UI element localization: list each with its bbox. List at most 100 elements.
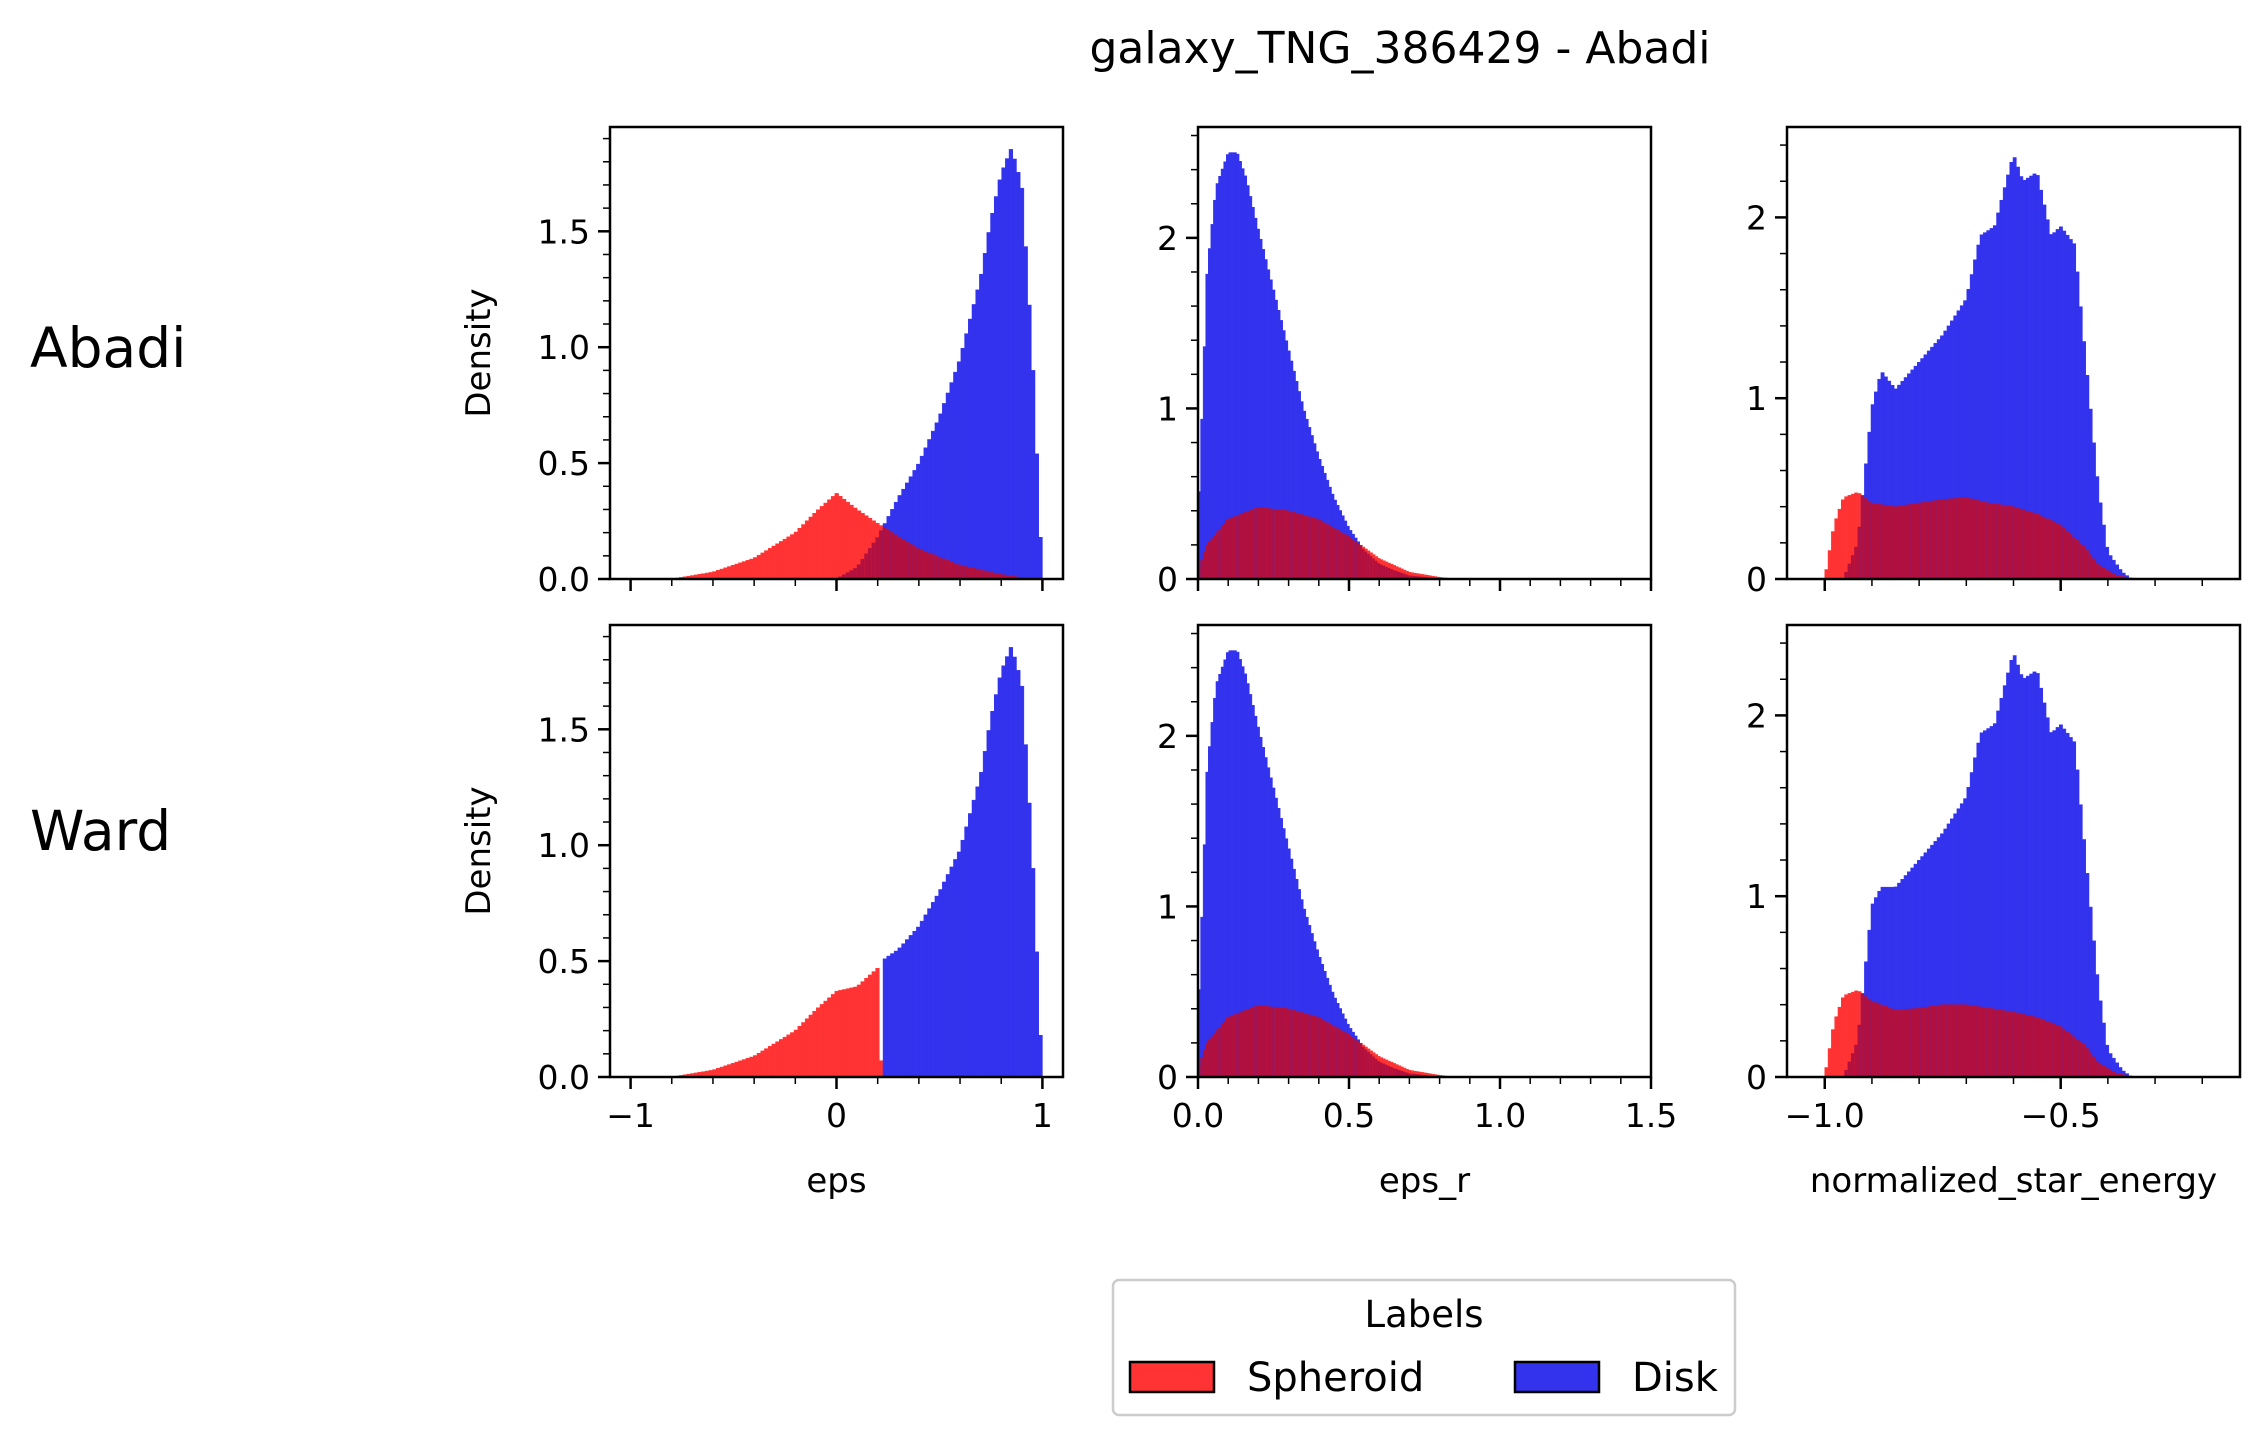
bar-overlap (1356, 543, 1360, 580)
bar (2068, 737, 2073, 1078)
bar-overlap (897, 536, 902, 580)
bar-overlap (1215, 532, 1219, 580)
bar-overlap (2045, 518, 2050, 580)
bar-overlap (893, 534, 899, 580)
row-label-abadi: Abadi (30, 316, 186, 380)
bar-overlap (1225, 1017, 1230, 1078)
bar-overlap (1930, 500, 1935, 580)
bar-overlap (1850, 555, 1855, 580)
bar-overlap (1202, 1050, 1206, 1078)
y-tick-label: 0.5 (538, 942, 590, 981)
bar-overlap (2062, 527, 2067, 580)
bar (968, 813, 973, 1078)
bar-overlap (1269, 1006, 1273, 1078)
bar-overlap (1326, 1022, 1330, 1078)
bar (919, 920, 925, 1078)
bar (1210, 224, 1214, 580)
legend: Labels Spheroid Disk (1111, 1278, 1737, 1417)
bar (749, 1056, 754, 1078)
bar (749, 558, 754, 580)
histogram-bars (675, 647, 1043, 1078)
bar-overlap (1973, 499, 1977, 580)
bar-overlap (2035, 1017, 2040, 1078)
bar-overlap (1210, 1036, 1214, 1078)
bar-overlap (1936, 1005, 1941, 1078)
bar-overlap (1297, 1011, 1301, 1078)
bar-overlap (2101, 1065, 2106, 1078)
bar (830, 994, 836, 1078)
bar-overlap (1318, 519, 1322, 580)
bar (790, 1032, 795, 1078)
bar-overlap (1349, 1035, 1353, 1078)
bar-overlap (1200, 1057, 1204, 1078)
bar-overlap (1963, 497, 1968, 580)
bar-overlap (1979, 500, 1984, 580)
bar-overlap (1274, 509, 1278, 580)
bar-overlap (1295, 1010, 1299, 1078)
bar (1218, 176, 1222, 580)
bar (1001, 167, 1006, 580)
bar-overlap (1847, 1061, 1852, 1078)
bar (1019, 685, 1025, 1078)
bar-overlap (2098, 1063, 2103, 1078)
bar (2065, 732, 2070, 1078)
bar (808, 1014, 813, 1078)
bar (1200, 418, 1204, 580)
bar (849, 987, 854, 1078)
row-label-ward: Ward (30, 799, 171, 863)
bar (823, 1000, 828, 1078)
bar-overlap (1331, 1024, 1335, 1078)
bar-overlap (1369, 556, 1373, 580)
bar-overlap (1936, 499, 1941, 580)
histogram-bars (1197, 650, 1453, 1078)
bar-overlap (1382, 565, 1386, 580)
bar-overlap (1359, 545, 1363, 580)
bar (2068, 239, 2073, 580)
bar-overlap (1249, 510, 1253, 580)
bar (2072, 741, 2077, 1078)
bar (730, 565, 736, 580)
bar (1210, 722, 1214, 1078)
bar (715, 570, 721, 580)
bar (882, 958, 887, 1078)
y-tick-label: 2 (1746, 696, 1767, 735)
bar-overlap (1300, 1012, 1304, 1078)
bar-overlap (1256, 507, 1260, 580)
bar (812, 1010, 817, 1078)
bar (905, 939, 910, 1078)
bar-overlap (1992, 503, 1997, 580)
bar-overlap (2022, 509, 2027, 580)
bar-overlap (1238, 514, 1242, 580)
bar (1034, 951, 1039, 1078)
bar-overlap (975, 568, 980, 580)
bar-overlap (1867, 500, 1872, 580)
bar (1844, 496, 1849, 580)
bar-overlap (1979, 1006, 1984, 1078)
bar (845, 988, 850, 1078)
bar-overlap (1272, 1006, 1276, 1078)
bar (2035, 673, 2040, 1078)
bar-overlap (2022, 1014, 2027, 1078)
bar (2085, 873, 2090, 1078)
bar-overlap (1390, 1067, 1394, 1078)
bar-overlap (945, 560, 951, 580)
bar-overlap (1315, 1016, 1319, 1078)
y-tick-label: 1 (1746, 877, 1767, 916)
bar-overlap (1246, 1009, 1250, 1078)
bar (1034, 453, 1039, 580)
bar-overlap (2012, 1011, 2017, 1078)
bar-overlap (2072, 536, 2077, 580)
bar-overlap (1953, 1004, 1958, 1078)
bar-overlap (1860, 993, 1865, 1078)
bar-overlap (1246, 511, 1250, 580)
bar-overlap (1392, 570, 1396, 580)
bar-overlap (1344, 534, 1348, 580)
bar-overlap (1930, 1006, 1935, 1078)
bar-overlap (890, 532, 895, 580)
bar (764, 550, 769, 580)
bar-overlap (923, 551, 928, 580)
bar-overlap (1241, 513, 1245, 580)
bar-overlap (1880, 504, 1885, 580)
y-tick-label: 1 (1746, 379, 1767, 418)
